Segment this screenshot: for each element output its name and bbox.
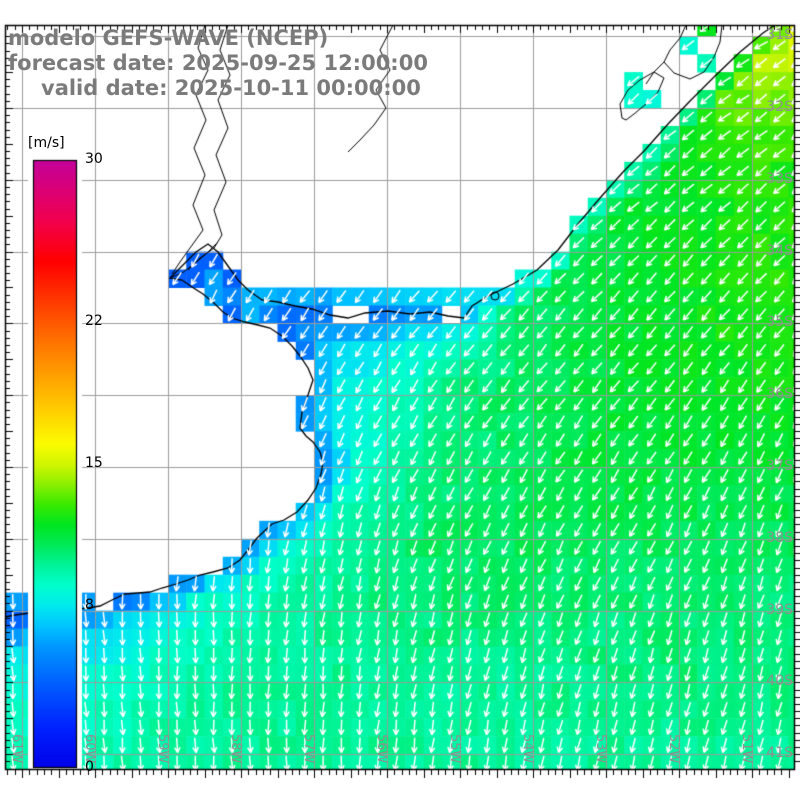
colorbar-tick-30: 30 [85,151,103,167]
lon-label-57W: 57W [301,734,316,764]
colorbar-unit-label: [m/s] [28,135,65,151]
lon-label-54W: 54W [520,734,535,764]
lon-label-53W: 53W [593,734,608,764]
lon-label-51W: 51W [739,734,754,764]
title-block: modelo GEFS-WAVE (NCEP) forecast date: 2… [8,26,428,101]
lon-label-61W: 61W [9,734,24,764]
lat-label-39S: 39S [766,601,793,618]
lat-label-33S: 33S [766,170,793,187]
lat-label-41S: 41S [766,745,793,762]
lon-label-59W: 59W [155,734,170,764]
lat-label-32S: 32S [766,99,793,115]
lon-label-55W: 55W [447,734,462,764]
lon-label-58W: 58W [228,734,243,764]
forecast-date: forecast date: 2025-09-25 12:00:00 [8,51,428,75]
lat-label-34S: 34S [766,242,793,259]
colorbar-tick-8: 8 [85,596,94,613]
colorbar-tick-15: 15 [85,455,103,471]
lat-label-38S: 38S [766,529,793,546]
lat-label-35S: 35S [766,314,793,331]
colorbar-tick-0: 0 [85,759,94,775]
lat-label-31S: 31S [766,27,793,44]
lat-label-40S: 40S [766,673,793,690]
lat-label-36S: 36S [766,386,793,403]
model-title: modelo GEFS-WAVE (NCEP) [8,26,329,50]
lon-label-56W: 56W [374,734,389,764]
lat-label-37S: 37S [766,458,793,474]
valid-date: valid date: 2025-10-11 00:00:00 [41,76,421,100]
lon-label-52W: 52W [666,734,681,764]
colorbar-tick-22: 22 [85,313,103,330]
